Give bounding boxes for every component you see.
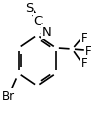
Text: N: N xyxy=(42,26,52,39)
Text: S: S xyxy=(25,2,34,15)
Text: Br: Br xyxy=(2,89,15,102)
Text: F: F xyxy=(81,57,88,70)
Text: C: C xyxy=(34,14,43,27)
Text: F: F xyxy=(85,44,92,57)
Text: F: F xyxy=(81,32,88,45)
